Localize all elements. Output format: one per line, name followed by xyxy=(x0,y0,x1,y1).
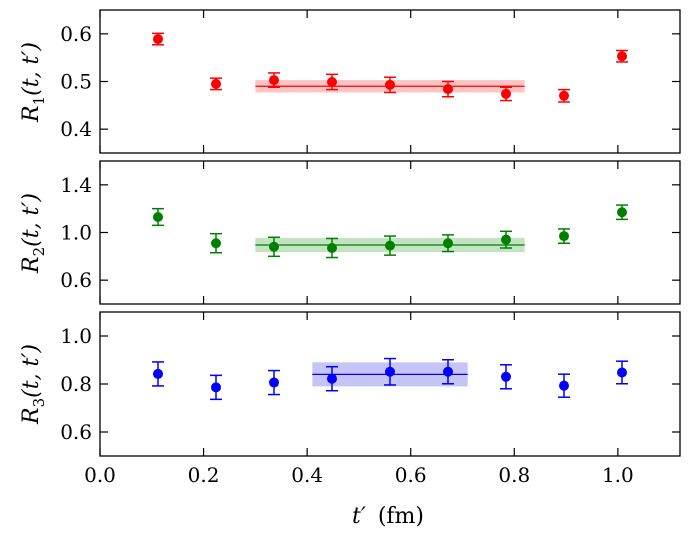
panel-r3: R3(t, t′) 0.6 0.8 1.0 xyxy=(19,311,681,457)
y-tick-label-r1-0: 0.4 xyxy=(60,117,92,141)
data-point-r1-6 xyxy=(501,88,511,99)
x-tick-label-2: 0.4 xyxy=(291,463,323,487)
data-point-r2-7 xyxy=(559,231,569,242)
y-tick-label-r2-1: 1.0 xyxy=(60,221,92,245)
data-point-r2-8 xyxy=(617,207,627,218)
ylabel-r1: R1(t, t′) xyxy=(19,42,48,123)
y-tick-label-r3-1: 0.8 xyxy=(60,372,92,396)
y-tick-label-r3-0: 0.6 xyxy=(60,420,92,444)
data-point-r2-0 xyxy=(153,212,163,223)
data-point-r3-8 xyxy=(617,367,627,378)
data-point-r2-4 xyxy=(385,240,395,251)
data-point-r2-2 xyxy=(269,241,279,252)
x-tick-label-5: 1.0 xyxy=(602,463,634,487)
panel-r1: R1(t, t′) 0.4 0.5 0.6 xyxy=(19,9,681,154)
data-point-r2-3 xyxy=(327,242,337,253)
data-point-r3-0 xyxy=(153,368,163,379)
data-point-r3-3 xyxy=(327,373,337,384)
data-point-r1-1 xyxy=(211,78,221,89)
data-point-r3-4 xyxy=(385,366,395,377)
y-tick-label-r3-2: 1.0 xyxy=(60,324,92,348)
y-tick-label-r1-1: 0.5 xyxy=(60,70,92,94)
ylabel-r3: R3(t, t′) xyxy=(19,344,48,425)
data-point-r3-1 xyxy=(211,382,221,393)
x-tick-label-3: 0.6 xyxy=(395,463,427,487)
data-point-r1-3 xyxy=(327,76,337,87)
plot-frame-r2 xyxy=(99,160,681,305)
x-tick-label-1: 0.2 xyxy=(188,463,220,487)
y-tick-label-r1-2: 0.6 xyxy=(60,22,92,46)
data-point-r3-7 xyxy=(559,380,569,391)
data-point-r1-4 xyxy=(385,79,395,90)
x-axis-label: t′ (fm) xyxy=(352,504,424,529)
x-tick-label-0: 0.0 xyxy=(84,463,116,487)
data-point-r1-0 xyxy=(153,34,163,45)
panel-r2: R2(t, t′) 0.6 1.0 1.4 xyxy=(19,160,681,305)
data-point-r3-5 xyxy=(443,366,453,377)
data-point-r2-5 xyxy=(443,238,453,249)
ylabel-r2: R2(t, t′) xyxy=(19,193,48,274)
data-point-r2-1 xyxy=(211,238,221,249)
data-point-r1-2 xyxy=(269,75,279,86)
data-point-r3-2 xyxy=(269,377,279,388)
data-point-r1-5 xyxy=(443,84,453,95)
data-point-r1-8 xyxy=(617,51,627,62)
x-tick-label-4: 0.8 xyxy=(498,463,530,487)
data-point-r3-6 xyxy=(501,371,511,382)
y-tick-label-r2-0: 0.6 xyxy=(60,268,92,292)
y-tick-label-r2-2: 1.4 xyxy=(60,173,92,197)
data-point-r2-6 xyxy=(501,234,511,245)
data-point-r1-7 xyxy=(559,90,569,101)
x-axis: t′ (fm) 0.0 0.2 0.4 0.6 0.8 1.0 xyxy=(84,463,634,529)
